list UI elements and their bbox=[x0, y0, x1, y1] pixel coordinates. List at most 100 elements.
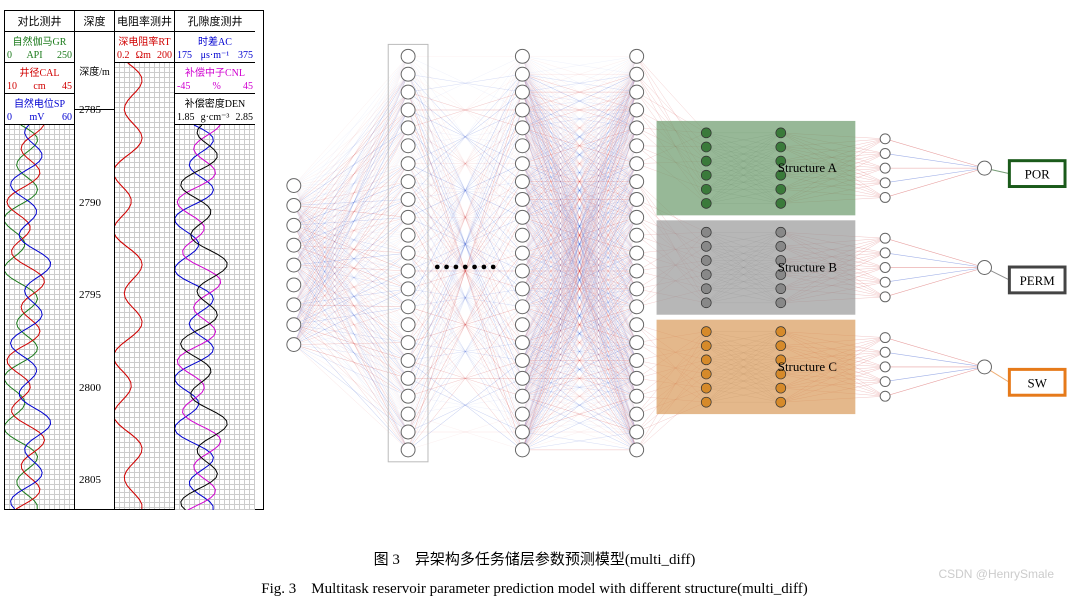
caption-english: Fig. 3 Multitask reservoir parameter pre… bbox=[0, 577, 1069, 598]
neuron-node bbox=[515, 210, 529, 224]
neuron-node bbox=[401, 425, 415, 439]
neuron-node bbox=[401, 210, 415, 224]
track-title: 电阻率测井 bbox=[115, 11, 174, 32]
neuron-node bbox=[287, 198, 301, 212]
neuron-node bbox=[401, 282, 415, 296]
neuron-node bbox=[401, 121, 415, 135]
caption-chinese: 图 3 异架构多任务储层参数预测模型(multi_diff) bbox=[0, 548, 1069, 569]
log-track: 对比测井自然伽马GR0API250井径CAL10cm45自然电位SP0mV60 bbox=[5, 11, 75, 509]
neuron-node bbox=[515, 228, 529, 242]
log-track: 孔隙度测井时差AC175μs·m⁻¹375补偿中子CNL-45%45补偿密度DE… bbox=[175, 11, 255, 509]
neuron-node bbox=[630, 103, 644, 117]
log-track: 深度深度/m2785 2790 2795 2800 2805 bbox=[75, 11, 115, 509]
neuron-node bbox=[515, 443, 529, 457]
neuron-node bbox=[630, 425, 644, 439]
curve-name: 时差AC bbox=[175, 32, 255, 49]
ellipsis-dots: ● ● ● ● ● ● ● bbox=[434, 261, 497, 273]
watermark: CSDN @HenrySmale bbox=[938, 567, 1054, 581]
neuron-node bbox=[630, 264, 644, 278]
neural-net-diagram: Structure AStructure BStructure CPORPERM… bbox=[264, 0, 1069, 540]
neuron-node bbox=[287, 338, 301, 352]
neuron-node bbox=[401, 49, 415, 63]
neuron-node bbox=[401, 246, 415, 260]
depth-tick: 2795 bbox=[79, 289, 101, 301]
output-label: POR bbox=[1025, 167, 1050, 182]
neuron-node bbox=[630, 246, 644, 260]
neuron-node bbox=[401, 318, 415, 332]
neuron-node bbox=[515, 49, 529, 63]
output-label: PERM bbox=[1020, 273, 1056, 288]
curve-name: 自然电位SP bbox=[5, 94, 74, 111]
neuron-node bbox=[630, 371, 644, 385]
depth-tick: 2800 bbox=[79, 382, 101, 394]
neuron-node bbox=[515, 336, 529, 350]
neuron-node bbox=[401, 353, 415, 367]
well-log-panel: 对比测井自然伽马GR0API250井径CAL10cm45自然电位SP0mV60深… bbox=[4, 10, 264, 510]
neuron-node bbox=[630, 85, 644, 99]
neuron-node bbox=[401, 336, 415, 350]
neuron-node bbox=[287, 318, 301, 332]
track-title: 对比测井 bbox=[5, 11, 74, 32]
curve-range: -45%45 bbox=[175, 80, 255, 94]
track-body bbox=[115, 63, 174, 509]
neuron-node bbox=[630, 139, 644, 153]
curve-range: 175μs·m⁻¹375 bbox=[175, 49, 255, 63]
depth-label: 深度/m bbox=[75, 32, 114, 110]
track-title: 孔隙度测井 bbox=[175, 11, 255, 32]
neuron-node bbox=[401, 175, 415, 189]
depth-tick: 2785 bbox=[79, 104, 101, 116]
curve-range: 0mV60 bbox=[5, 111, 74, 125]
neuron-node bbox=[515, 157, 529, 171]
neuron-node bbox=[401, 192, 415, 206]
neuron-node bbox=[401, 157, 415, 171]
neuron-node bbox=[515, 282, 529, 296]
neuron-node bbox=[515, 353, 529, 367]
neuron-node bbox=[515, 407, 529, 421]
track-body bbox=[175, 125, 255, 510]
curve-name: 井径CAL bbox=[5, 63, 74, 80]
neuron-node bbox=[401, 407, 415, 421]
neuron-node bbox=[630, 228, 644, 242]
neuron-node bbox=[515, 425, 529, 439]
neuron-node bbox=[401, 228, 415, 242]
output-label: SW bbox=[1028, 375, 1048, 390]
structure-label: Structure B bbox=[778, 259, 837, 274]
neuron-node bbox=[401, 139, 415, 153]
neuron-node bbox=[515, 264, 529, 278]
neuron-node bbox=[630, 443, 644, 457]
curve-name: 补偿密度DEN bbox=[175, 94, 255, 111]
neuron-node bbox=[401, 300, 415, 314]
neuron-node bbox=[630, 336, 644, 350]
depth-body: 27852790279528002805 bbox=[75, 110, 114, 509]
neuron-node bbox=[401, 67, 415, 81]
neuron-node bbox=[630, 300, 644, 314]
curve-range: 0.2Ωm200 bbox=[115, 49, 174, 63]
neuron-node bbox=[287, 298, 301, 312]
neuron-node bbox=[515, 85, 529, 99]
depth-tick: 2805 bbox=[79, 474, 101, 486]
neuron-node bbox=[630, 67, 644, 81]
neuron-node bbox=[630, 210, 644, 224]
neuron-node bbox=[515, 371, 529, 385]
neuron-node bbox=[630, 282, 644, 296]
neuron-node bbox=[401, 264, 415, 278]
neuron-node bbox=[630, 192, 644, 206]
neuron-node bbox=[630, 353, 644, 367]
track-body bbox=[5, 125, 74, 509]
neuron-node bbox=[515, 175, 529, 189]
neuron-node bbox=[515, 389, 529, 403]
structure-label: Structure A bbox=[778, 160, 838, 175]
neuron-node bbox=[287, 278, 301, 292]
track-title: 深度 bbox=[75, 11, 114, 32]
neuron-node bbox=[630, 318, 644, 332]
curve-name: 深电阻率RT bbox=[115, 32, 174, 49]
neuron-node bbox=[401, 443, 415, 457]
neuron-node bbox=[630, 389, 644, 403]
curve-range: 1.85g·cm⁻³2.85 bbox=[175, 111, 255, 125]
neuron-node bbox=[630, 157, 644, 171]
neuron-node bbox=[515, 300, 529, 314]
depth-tick: 2790 bbox=[79, 197, 101, 209]
neuron-node bbox=[401, 389, 415, 403]
neuron-node bbox=[287, 258, 301, 272]
curve-range: 10cm45 bbox=[5, 80, 74, 94]
